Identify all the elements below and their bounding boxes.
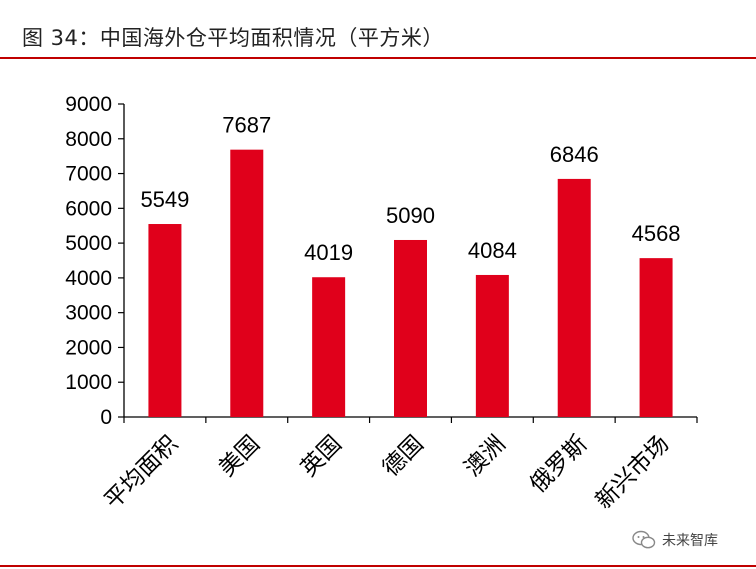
y-tick-label: 5000 bbox=[65, 232, 112, 255]
data-label: 5090 bbox=[386, 203, 435, 228]
bar-chart: 0 1000 2000 3000 4000 5000 6000 7000 8000 9000 55… bbox=[65, 93, 698, 515]
x-category-label: 德国 bbox=[378, 431, 429, 482]
chart-bars bbox=[148, 149, 673, 418]
data-label: 6846 bbox=[550, 142, 599, 167]
wechat-icon bbox=[632, 530, 656, 549]
data-label: 5549 bbox=[140, 187, 189, 212]
y-tick-label: 1000 bbox=[65, 371, 112, 394]
y-tick-label: 3000 bbox=[65, 302, 112, 325]
y-tick-label: 2000 bbox=[65, 336, 112, 359]
watermark-text: 未来智库 bbox=[662, 533, 718, 549]
bar bbox=[148, 224, 182, 417]
bar bbox=[312, 277, 346, 417]
bar bbox=[557, 178, 591, 417]
x-category-label: 新兴市场 bbox=[591, 431, 674, 514]
bottom-divider bbox=[0, 565, 756, 567]
y-tick-label: 8000 bbox=[65, 128, 112, 151]
data-label: 4019 bbox=[304, 240, 353, 265]
x-category-label: 澳洲 bbox=[460, 431, 511, 482]
y-tick-label: 7000 bbox=[65, 163, 112, 186]
x-category-label: 平均面积 bbox=[100, 431, 183, 514]
x-category-label: 美国 bbox=[214, 431, 265, 482]
data-label: 4084 bbox=[468, 238, 517, 263]
chart-title: 图 34：中国海外仓平均面积情况（平方米） bbox=[22, 26, 444, 50]
y-tick-label: 6000 bbox=[65, 197, 112, 220]
data-label: 4568 bbox=[632, 221, 681, 246]
y-tick-label: 4000 bbox=[65, 267, 112, 290]
watermark: 未来智库 bbox=[632, 530, 718, 550]
top-divider bbox=[0, 57, 756, 59]
y-tick-label: 0 bbox=[100, 406, 112, 429]
chart-axes: 0 1000 2000 3000 4000 5000 6000 7000 8000 9000 bbox=[65, 93, 698, 429]
bar bbox=[475, 274, 509, 417]
chart-labels: 5549 平均面积 7687 美国 4019 英国 5090 德国 4084 澳洲 6846 俄罗斯 4… bbox=[100, 113, 681, 515]
bar bbox=[394, 239, 427, 417]
x-category-label: 俄罗斯 bbox=[525, 431, 592, 498]
y-tick-label: 9000 bbox=[65, 93, 112, 116]
x-category-label: 英国 bbox=[296, 431, 347, 482]
bar bbox=[230, 149, 264, 418]
data-label: 7687 bbox=[222, 113, 271, 138]
bar bbox=[639, 258, 673, 417]
